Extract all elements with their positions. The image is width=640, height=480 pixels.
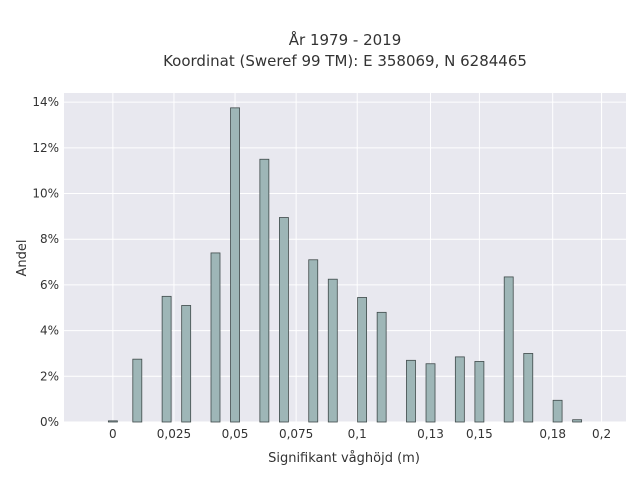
y-tick-label: 6%	[40, 278, 59, 292]
bar	[259, 158, 270, 423]
x-tick-label: 0,075	[279, 427, 313, 441]
bar	[503, 276, 514, 423]
bar	[308, 259, 319, 423]
bar	[425, 363, 436, 423]
plot-area	[64, 93, 626, 422]
chart-title-line1: År 1979 - 2019	[289, 30, 402, 49]
x-axis-title: Signifikant våghöjd (m)	[268, 451, 420, 466]
y-tick-label: 10%	[32, 187, 59, 201]
bar	[279, 217, 289, 423]
y-tick-label: 4%	[40, 324, 59, 338]
bar	[132, 358, 143, 423]
grid	[64, 93, 626, 423]
x-tick-label: 0,025	[157, 427, 191, 441]
y-tick-label: 0%	[40, 415, 59, 429]
x-tick-label: 0,18	[539, 427, 566, 441]
bar	[552, 399, 563, 423]
x-tick-label: 0,1	[348, 427, 367, 441]
x-tick-label: 0,15	[466, 427, 493, 441]
bar	[210, 252, 221, 423]
x-tick-label: 0,13	[417, 427, 444, 441]
bar	[327, 278, 338, 423]
bar	[357, 297, 368, 423]
bars	[107, 107, 583, 423]
bar	[406, 359, 416, 423]
chart-title-line2: Koordinat (Sweref 99 TM): E 358069, N 62…	[163, 52, 527, 70]
x-tick-label: 0	[109, 427, 117, 441]
bar	[474, 361, 485, 423]
y-tick-label: 12%	[32, 141, 59, 155]
x-tick-label: 0,2	[592, 427, 611, 441]
y-axis-title: Andel	[15, 240, 30, 277]
y-axis-ticks: 0% 2% 4% 6% 8% 10% 12% 14%	[32, 95, 59, 429]
bar	[181, 305, 192, 423]
y-tick-label: 14%	[32, 95, 59, 109]
bar	[107, 420, 118, 423]
y-tick-label: 2%	[40, 369, 59, 383]
bar	[230, 107, 240, 423]
y-tick-label: 8%	[40, 232, 59, 246]
bar	[376, 311, 387, 423]
bar	[161, 295, 172, 423]
bar	[454, 356, 465, 423]
x-tick-label: 0,05	[222, 427, 249, 441]
x-axis-ticks: 0 0,025 0,05 0,075 0,1 0,13 0,15 0,18 0,2	[109, 427, 611, 441]
bar	[572, 419, 583, 423]
bar	[523, 353, 534, 423]
